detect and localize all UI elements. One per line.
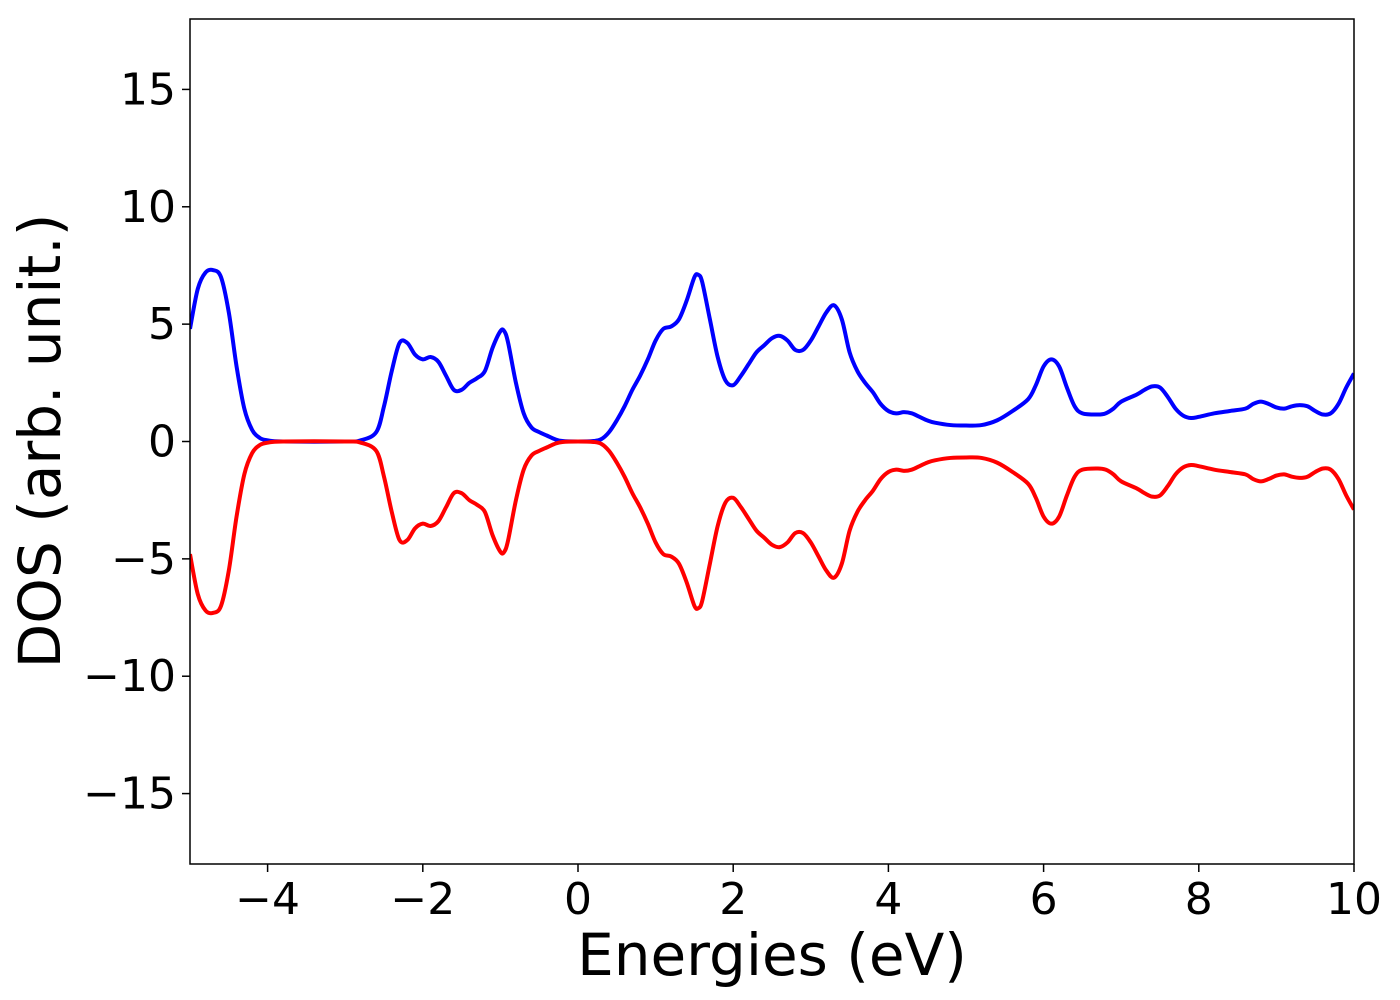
y-tick-label: −5 [111,534,176,585]
y-tick-label: 15 [120,64,176,115]
x-tick-label: 0 [564,874,592,925]
x-tick-label: 2 [719,874,747,925]
y-tick-label: 5 [148,299,176,350]
x-tick-label: 8 [1185,874,1213,925]
x-axis-label: Energies (eV) [577,921,967,989]
x-tick-label: 10 [1326,874,1382,925]
y-tick-label: −10 [83,651,176,702]
dos-line-red [190,439,1354,616]
dos-line-blue [190,267,1354,444]
x-tick-label: 4 [874,874,902,925]
y-axis-label: DOS (arb. unit.) [6,214,74,669]
y-axis-ticks: −15 −10 −5 0 5 10 15 [83,64,190,820]
x-tick-label: −4 [235,874,300,925]
y-tick-label: −15 [83,769,176,820]
x-tick-label: −2 [390,874,455,925]
x-axis-ticks: −4 −2 0 2 4 6 8 10 [235,864,1382,925]
x-tick-label: 6 [1030,874,1058,925]
series-layer [190,267,1354,616]
y-tick-label: 10 [120,182,176,233]
y-tick-label: 0 [148,417,176,468]
